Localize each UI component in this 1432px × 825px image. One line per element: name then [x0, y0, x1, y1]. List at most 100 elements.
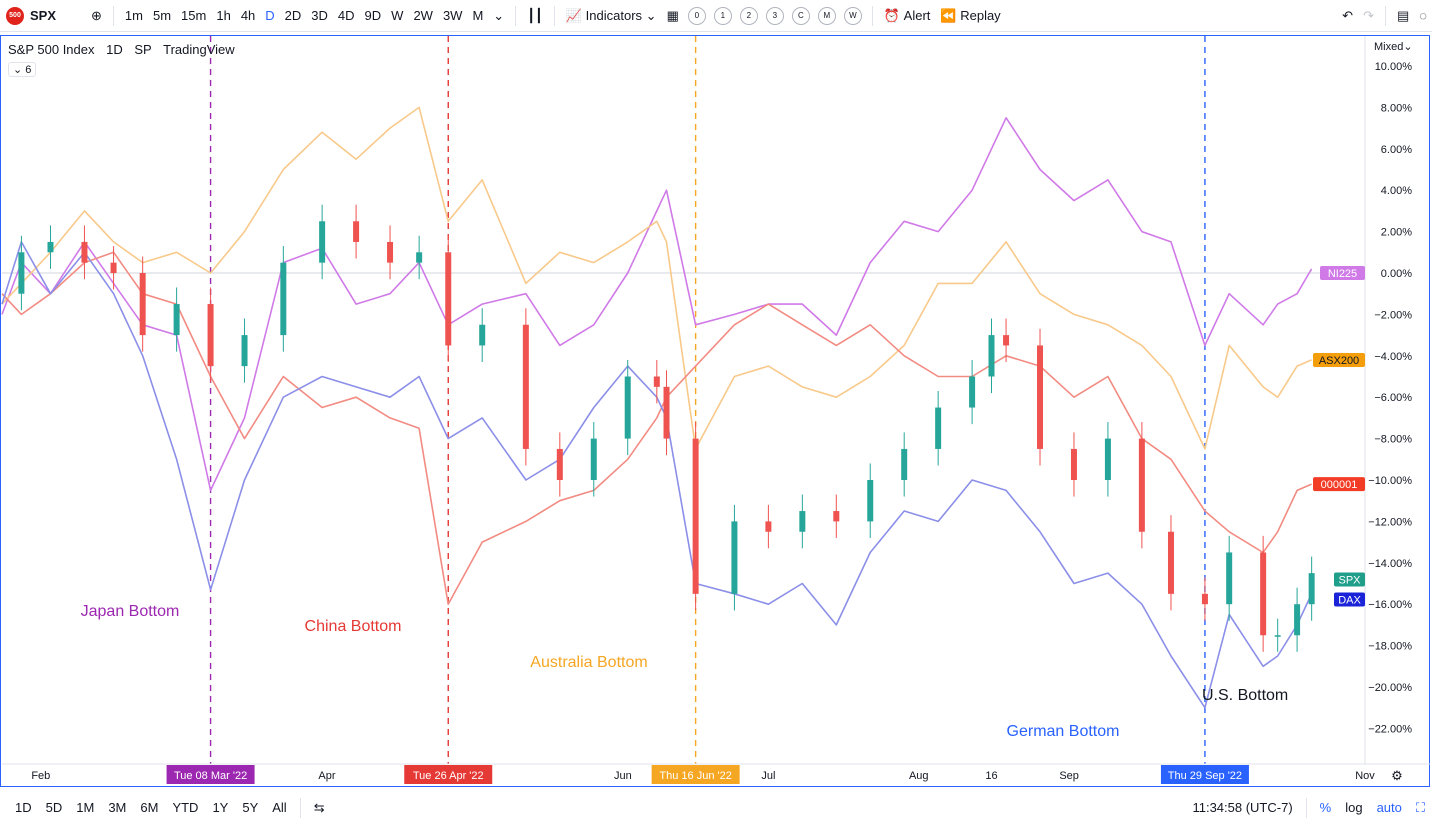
candle-body — [867, 480, 874, 522]
candle-body — [969, 376, 976, 408]
alert-button[interactable]: ⏰ Alert — [883, 7, 931, 24]
layout-slot-C[interactable]: C — [791, 6, 810, 25]
timezone-clock[interactable]: 11:34:58 (UTC-7) — [1192, 800, 1293, 815]
x-tick-label: Apr — [318, 770, 335, 782]
date-range-icon[interactable]: ⇆ — [313, 799, 325, 815]
interval-4D[interactable]: 4D — [337, 8, 355, 23]
layout-slot-2[interactable]: 2 — [739, 6, 758, 25]
layout-slot-M[interactable]: M — [817, 6, 836, 25]
annotation-0: Japan Bottom — [81, 603, 180, 620]
range-3M[interactable]: 3M — [108, 800, 127, 815]
range-list: 1D 5D 1M 3M 6M YTD 1Y 5Y All — [8, 800, 294, 815]
interval-3W[interactable]: 3W — [442, 8, 463, 23]
interval-5m[interactable]: 5m — [152, 8, 172, 23]
interval-1h[interactable]: 1h — [216, 8, 231, 23]
interval-3D[interactable]: 3D — [311, 8, 328, 23]
chart-pane[interactable] — [0, 35, 1430, 787]
layout-slot-0[interactable]: 0 — [687, 6, 706, 25]
price-scale[interactable]: 10.00% 8.00% 6.00% 4.00% 2.00% 0.00% −2.00% −4.… — [1364, 36, 1412, 764]
interval-W[interactable]: W — [391, 8, 404, 23]
range-1Y[interactable]: 1Y — [212, 800, 229, 815]
series-tag-bg — [1313, 477, 1365, 492]
interval-M[interactable]: M — [472, 8, 484, 23]
x-tick-label: 16 — [985, 770, 997, 782]
candle-body — [110, 262, 117, 273]
series-tag-bg — [1334, 592, 1365, 607]
legend-interval: 1D — [106, 42, 123, 57]
auto-toggle[interactable]: auto — [1376, 800, 1402, 815]
divider — [112, 5, 114, 26]
interval-2D[interactable]: 2D — [284, 8, 302, 23]
candle-body — [319, 221, 326, 263]
range-1M[interactable]: 1M — [76, 800, 95, 815]
candle-body — [445, 252, 452, 346]
series-tag-bg — [1313, 352, 1365, 367]
indicators-button[interactable]: 📈 Indicators ⌄ — [565, 7, 657, 24]
scale-mode-selector[interactable]: Mixed⌄ — [1374, 41, 1413, 53]
layout-grid-icon[interactable]: ▦ — [666, 7, 679, 23]
table-icon[interactable]: ▤ — [1396, 7, 1410, 23]
interval-9D[interactable]: 9D — [364, 8, 382, 23]
event-date-tag: Thu 16 Jun '22 — [659, 770, 731, 782]
layout-slot-3[interactable]: 3 — [765, 6, 784, 25]
series-tag-NI225: NI225 — [1328, 268, 1357, 280]
range-YTD[interactable]: YTD — [172, 800, 199, 815]
candle-body — [81, 241, 88, 263]
candle-body — [988, 335, 995, 377]
legend-count: 6 — [25, 64, 32, 76]
candles-icon[interactable]: ┃┃ — [527, 7, 543, 23]
undo-icon[interactable]: ↶ — [1342, 7, 1354, 23]
interval-15m[interactable]: 15m — [181, 8, 207, 23]
y-tick-label: −10.00% — [1368, 475, 1412, 487]
log-toggle[interactable]: log — [1345, 800, 1363, 815]
candle-body — [901, 448, 908, 480]
legend-collapse-button[interactable]: ⌄ 6 — [8, 62, 37, 77]
series-tag-bg — [1334, 572, 1365, 587]
layout-slot-W[interactable]: W — [843, 6, 862, 25]
range-All[interactable]: All — [272, 800, 287, 815]
range-1D[interactable]: 1D — [15, 800, 32, 815]
range-6M[interactable]: 6M — [140, 800, 159, 815]
candle-body — [353, 221, 360, 242]
interval-4h[interactable]: 4h — [240, 8, 256, 23]
candle-body — [1308, 573, 1315, 605]
symbol-logo-icon[interactable]: 500 — [6, 6, 24, 25]
x-tick-label: Jul — [761, 770, 775, 782]
event-date-tag-bg — [1160, 765, 1249, 784]
candle-body — [1274, 635, 1281, 637]
event-date-tag-bg — [404, 765, 493, 784]
chart-legend: S&P 500 Index 1D SP TradingView — [8, 42, 243, 57]
candle-body — [416, 252, 423, 263]
add-symbol-icon[interactable]: ⊕ — [91, 7, 102, 23]
y-tick-label: −18.00% — [1368, 641, 1412, 653]
chart-svg[interactable]: 10.00% 8.00% 6.00% 4.00% 2.00% 0.00% −2.00% −4.… — [0, 0, 1432, 790]
time-scale[interactable]: Feb Apr Jun Jul Aug 16 Sep Nov ⚙ Tue 08 Mar '22 Tu… — [2, 763, 1430, 784]
chevron-down-icon[interactable]: ⌄ — [493, 7, 505, 23]
annotations: Japan Bottom China Bottom Australia Bottom… — [81, 603, 1289, 740]
annotation-3: German Bottom — [1007, 723, 1120, 740]
redo-icon[interactable]: ↷ — [1363, 7, 1374, 23]
candle-body — [731, 521, 738, 594]
event-date-tag: Tue 26 Apr '22 — [413, 770, 484, 782]
candle-body — [692, 438, 699, 594]
range-5Y[interactable]: 5Y — [242, 800, 259, 815]
legend-title[interactable]: S&P 500 Index — [8, 42, 95, 57]
snapshot-icon[interactable]: ◌ — [1419, 8, 1427, 23]
interval-1m[interactable]: 1m — [124, 8, 143, 23]
range-5D[interactable]: 5D — [45, 800, 63, 815]
replay-button[interactable]: ⏪ Replay — [940, 7, 1001, 24]
percent-toggle[interactable]: % — [1319, 800, 1332, 815]
fullscreen-icon[interactable]: ⛶ — [1415, 799, 1425, 815]
divider — [871, 5, 873, 26]
candle-body — [387, 241, 394, 263]
candle-body — [1037, 345, 1044, 449]
layout-slot-1[interactable]: 1 — [713, 6, 732, 25]
candle-body — [663, 386, 670, 439]
annotation-2: Australia Bottom — [530, 654, 647, 671]
annotation-us-bottom: U.S. Bottom — [1202, 687, 1288, 704]
candle-body — [1260, 552, 1267, 636]
symbol-name[interactable]: SPX — [30, 8, 57, 23]
interval-2W[interactable]: 2W — [413, 8, 433, 23]
top-toolbar: 500 SPX ⊕ 1m 5m 15m 1h 4h D 2D 3D 4D 9D W 2W 3W M ⌄ ┃… — [0, 0, 1432, 32]
interval-D[interactable]: D — [265, 8, 275, 23]
